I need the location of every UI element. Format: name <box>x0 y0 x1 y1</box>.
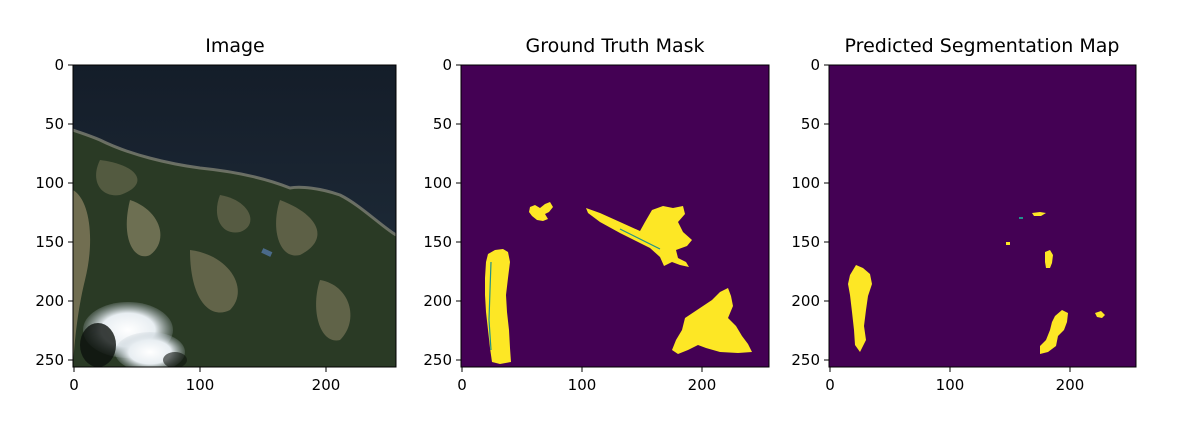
x-tick-label: 0 <box>69 376 79 394</box>
mask-edge <box>619 228 661 250</box>
panel-ground-truth-title: Ground Truth Mask <box>525 35 704 57</box>
panel-ground-truth-frame <box>460 64 770 368</box>
panel-image-x-axis: 0 100 200 <box>69 367 340 394</box>
panel-prediction-x-axis: 0 100 200 <box>825 367 1084 394</box>
cloud-shadow <box>163 352 187 367</box>
x-tick-label: 0 <box>825 376 835 394</box>
farmland-patch <box>126 200 161 257</box>
farmland-patch <box>216 195 251 233</box>
farmland-patch <box>190 250 238 313</box>
panel-image-frame <box>72 64 397 368</box>
mask-background <box>829 65 1136 367</box>
y-tick-label: 150 <box>35 233 64 251</box>
y-tick-label: 250 <box>35 351 64 369</box>
y-tick-label: 50 <box>433 115 452 133</box>
x-tick-label: 100 <box>936 376 965 394</box>
y-tick-label: 200 <box>423 292 452 310</box>
satellite-image <box>73 65 396 367</box>
mask-region <box>1095 311 1105 318</box>
ground-truth-mask <box>461 65 769 367</box>
panel-image-title: Image <box>205 35 265 57</box>
y-tick-label: 250 <box>423 351 452 369</box>
x-tick-label: 200 <box>1056 376 1085 394</box>
mask-edge <box>488 261 492 351</box>
y-tick-label: 150 <box>423 233 452 251</box>
mask-region <box>1019 217 1023 219</box>
x-tick-label: 200 <box>312 376 341 394</box>
mask-region <box>1032 212 1046 216</box>
panel-ground-truth-x-axis: 0 100 200 <box>457 367 716 394</box>
x-tick-label: 200 <box>688 376 717 394</box>
y-tick-label: 200 <box>791 292 820 310</box>
x-tick-label: 100 <box>568 376 597 394</box>
y-tick-label: 100 <box>35 174 64 192</box>
mask-region <box>848 265 872 352</box>
farmland-patch <box>73 190 91 367</box>
y-tick-label: 0 <box>810 56 820 74</box>
y-tick-label: 0 <box>54 56 64 74</box>
y-tick-label: 100 <box>423 174 452 192</box>
sea-region <box>73 65 396 235</box>
y-tick-label: 50 <box>45 115 64 133</box>
y-tick-label: 50 <box>801 115 820 133</box>
panel-ground-truth-y-axis: 0 50 100 150 200 250 <box>423 56 461 369</box>
mask-region <box>672 288 752 354</box>
predicted-mask <box>829 65 1136 367</box>
coastline <box>73 128 396 237</box>
cloud-shadow <box>80 323 116 367</box>
y-tick-label: 250 <box>791 351 820 369</box>
panel-prediction: Predicted Segmentation Map 0 50 100 <box>791 35 1137 394</box>
panel-image-y-axis: 0 50 100 150 200 250 <box>35 56 73 369</box>
water-body <box>261 248 273 257</box>
x-tick-label: 100 <box>186 376 215 394</box>
panel-prediction-frame <box>828 64 1137 368</box>
mask-region <box>586 206 692 267</box>
y-tick-label: 0 <box>442 56 452 74</box>
mask-region <box>529 202 553 221</box>
y-tick-label: 100 <box>791 174 820 192</box>
farmland-patch <box>316 280 351 341</box>
y-tick-label: 150 <box>791 233 820 251</box>
panel-image: Image 0 <box>35 35 397 394</box>
farmland-patch <box>276 200 318 256</box>
mask-region <box>1006 242 1010 245</box>
mask-region <box>1040 310 1068 354</box>
panel-prediction-title: Predicted Segmentation Map <box>845 35 1120 57</box>
mask-region <box>1045 250 1053 268</box>
y-tick-label: 200 <box>35 292 64 310</box>
mask-region <box>485 249 511 364</box>
panel-ground-truth: Ground Truth Mask 0 50 100 150 200 <box>423 35 770 394</box>
farmland-patch <box>96 160 138 196</box>
panel-prediction-y-axis: 0 50 100 150 200 250 <box>791 56 829 369</box>
x-tick-label: 0 <box>457 376 467 394</box>
